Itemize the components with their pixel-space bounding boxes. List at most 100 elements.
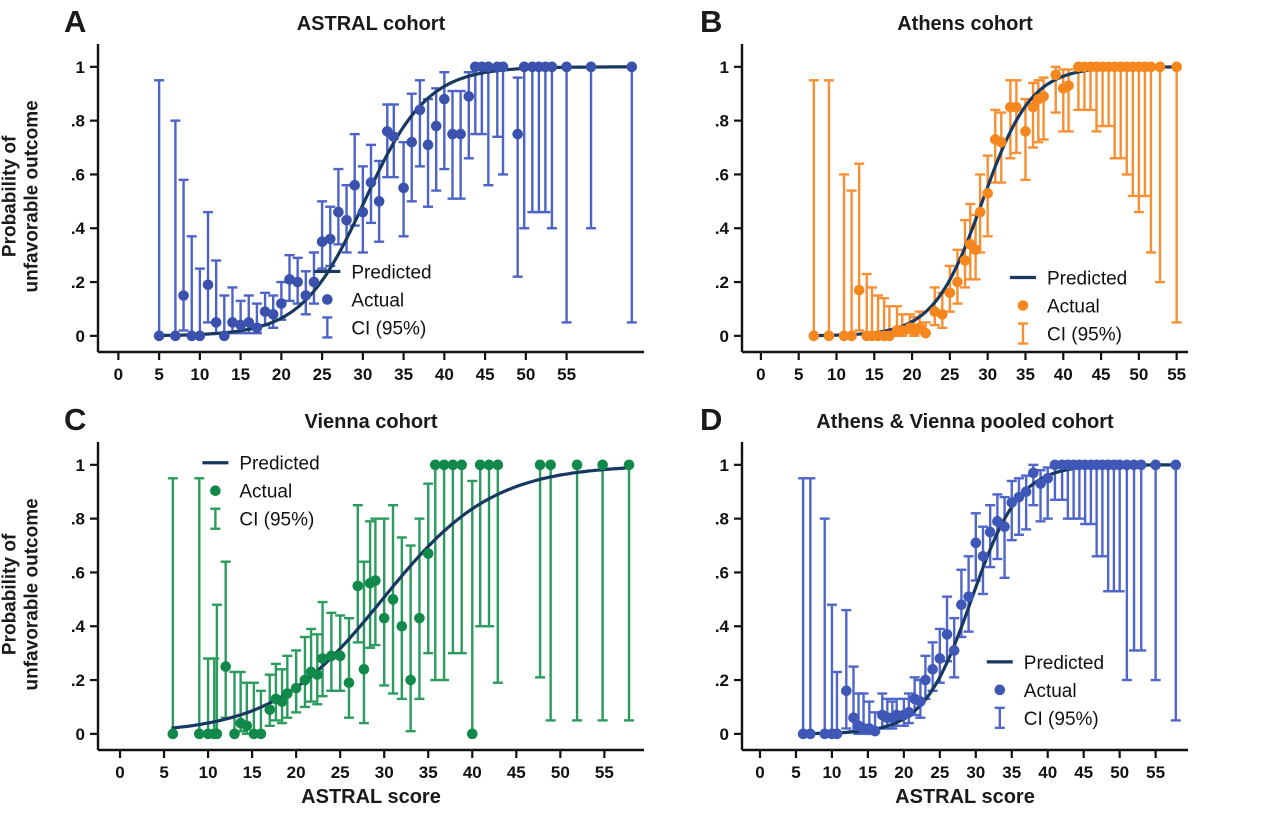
data-point (1011, 101, 1022, 113)
data-point (370, 575, 381, 586)
x-tick-label: 10 (190, 365, 209, 384)
legend-predicted-label: Predicted (1047, 269, 1127, 290)
data-point (466, 728, 478, 740)
data-point (571, 459, 583, 471)
data-point (848, 712, 859, 724)
plot-pooled-cohort: 0 5 10 15 20 25 30 35 40 45 50 55 0 .2 .4 .6 .8 1 Predicte… (715, 442, 1188, 782)
x-tick-label: 0 (115, 763, 124, 782)
data-point (317, 653, 328, 664)
legend: Predicted Actual CI (95%) (314, 262, 432, 339)
data-point (497, 61, 509, 73)
data-point (903, 707, 915, 718)
predicted-line (812, 65, 1179, 338)
y-axis-ticks: 0 .2 .4 .6 .8 1 (715, 456, 742, 744)
x-tick-label: 20 (903, 365, 922, 384)
data-point (276, 298, 287, 309)
x-axis-ticks: 0 5 10 15 20 25 30 35 40 45 50 55 (756, 352, 1186, 384)
data-point (284, 274, 295, 285)
data-point (831, 728, 843, 740)
data-point (808, 330, 820, 342)
data-point (316, 236, 328, 247)
panel-c-header: C Vienna cohort (0, 402, 660, 438)
y-tick-label: .4 (715, 219, 730, 238)
data-point (1050, 69, 1062, 81)
data-point (944, 287, 956, 299)
data-point (267, 309, 279, 320)
data-point (243, 317, 255, 328)
x-tick-label: 55 (1146, 763, 1165, 782)
data-point (178, 290, 189, 301)
data-point (977, 551, 989, 562)
y-tick-label: 0 (720, 327, 729, 346)
x-tick-label: 5 (794, 365, 803, 384)
data-point (299, 674, 311, 686)
data-point (1171, 61, 1182, 73)
data-point (483, 61, 494, 73)
x-tick-label: 30 (353, 365, 372, 384)
y-tick-label: .4 (715, 617, 730, 636)
legend-ci-bar-sample (994, 706, 1005, 730)
data-point (414, 612, 425, 624)
data-point (1063, 80, 1074, 91)
data-point (251, 322, 263, 334)
data-point (300, 290, 312, 301)
x-tick-label: 55 (1167, 365, 1186, 384)
data-point (518, 61, 530, 73)
legend-ci-label: CI (95%) (1047, 325, 1122, 346)
data-point (512, 128, 523, 140)
data-point (167, 728, 179, 740)
x-tick-label: 25 (313, 365, 332, 384)
x-tick-label: 45 (1092, 365, 1111, 384)
ci-bars (808, 65, 1182, 338)
panel-title: Athens & Vienna pooled cohort (816, 411, 1114, 433)
predicted-line (171, 466, 629, 730)
axes (96, 442, 644, 752)
y-tick-label: 1 (76, 456, 85, 475)
x-tick-label: 5 (154, 365, 163, 384)
data-point (193, 728, 205, 740)
data-point (396, 620, 408, 632)
x-axis-ticks: 0 5 10 15 20 25 30 35 40 45 50 55 (115, 750, 614, 782)
x-tick-label: 40 (1038, 763, 1057, 782)
legend-predicted-label: Predicted (239, 454, 319, 475)
data-point (1170, 459, 1182, 471)
x-tick-label: 10 (822, 763, 841, 782)
data-point (341, 214, 352, 226)
x-axis-ticks: 0 5 10 15 20 25 30 35 40 45 50 55 (114, 352, 576, 384)
data-point (920, 327, 931, 339)
data-point (194, 330, 206, 342)
panel-vienna-cohort: C Vienna cohort Probability of unfavorab… (0, 402, 660, 815)
data-point (282, 688, 293, 699)
axes (96, 44, 644, 354)
legend-actual-marker-sample (210, 485, 221, 497)
x-tick-label: 15 (243, 763, 262, 782)
data-point (626, 61, 638, 73)
y-tick-label: .8 (715, 112, 729, 131)
y-tick-label: .6 (71, 165, 85, 184)
ci-bars (154, 66, 637, 336)
data-point (838, 330, 850, 342)
panel-a-header: A ASTRAL cohort (0, 4, 660, 40)
y-tick-label: .8 (71, 112, 85, 131)
x-tick-label: 40 (435, 365, 454, 384)
legend-ci-label: CI (95%) (239, 510, 314, 531)
data-point (276, 696, 288, 707)
plot-athens-cohort: 0 5 10 15 20 25 30 35 40 45 50 55 0 .2 .4 .6 .8 1 Predicte… (715, 44, 1188, 384)
legend: Predicted Actual CI (95%) (1009, 269, 1127, 346)
x-tick-label: 45 (476, 365, 495, 384)
data-point (430, 120, 442, 132)
data-point (378, 612, 390, 624)
y-tick-label: .4 (71, 219, 86, 238)
data-point (227, 317, 238, 328)
data-point (463, 91, 475, 102)
y-tick-label: 0 (76, 327, 85, 346)
data-point (841, 685, 852, 697)
data-point (970, 537, 982, 549)
data-point (884, 330, 895, 342)
panel-c-body: Probability of unfavorable outcome 0 5 10 1… (0, 438, 660, 790)
data-point (311, 669, 323, 680)
x-axis-label: ASTRAL score (301, 786, 441, 808)
y-tick-label: 1 (720, 58, 729, 77)
data-point (1042, 472, 1054, 484)
data-point (1028, 467, 1039, 479)
